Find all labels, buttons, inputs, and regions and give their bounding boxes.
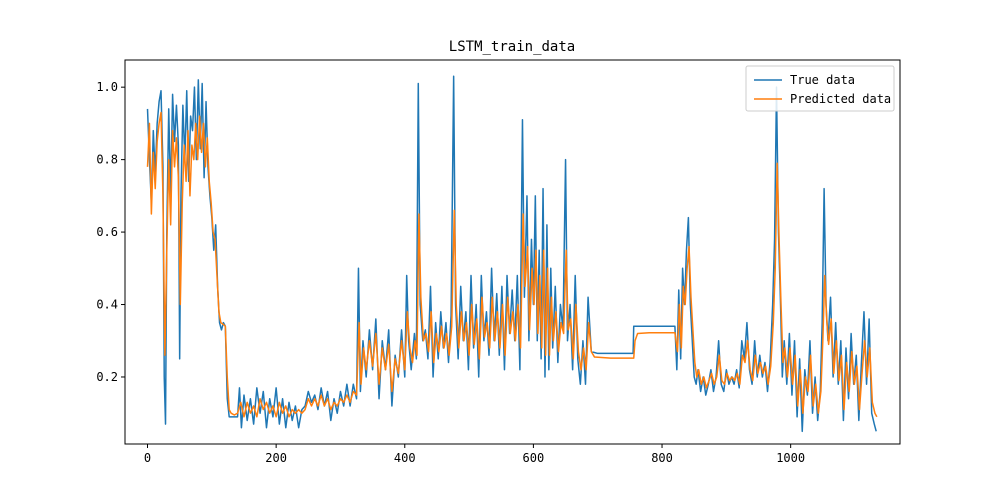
x-tick-label: 200 [265, 451, 287, 465]
series-line-predicted-data [146, 111, 878, 418]
series-line-true-data [146, 75, 877, 433]
y-tick-label: 0.6 [96, 225, 118, 239]
x-axis: 0 200 400 600 800 1000 [144, 444, 805, 465]
y-tick-label: 0.2 [96, 370, 118, 384]
y-tick-label: 0.4 [96, 298, 118, 312]
y-tick-label: 0.8 [96, 153, 118, 167]
y-tick-label: 1.0 [96, 80, 118, 94]
plot-area [146, 75, 878, 433]
legend-label: True data [790, 73, 855, 87]
x-tick-label: 0 [144, 451, 151, 465]
x-tick-label: 1000 [776, 451, 805, 465]
legend: True data Predicted data [745, 65, 895, 112]
legend-box [745, 65, 895, 112]
chart-title: LSTM_train_data [449, 39, 575, 55]
legend-label: Predicted data [790, 92, 891, 106]
y-axis: 0.2 0.4 0.6 0.8 1.0 [96, 80, 125, 384]
x-tick-label: 800 [651, 451, 673, 465]
x-tick-label: 400 [394, 451, 416, 465]
x-tick-label: 600 [523, 451, 545, 465]
axes-frame [124, 59, 901, 445]
